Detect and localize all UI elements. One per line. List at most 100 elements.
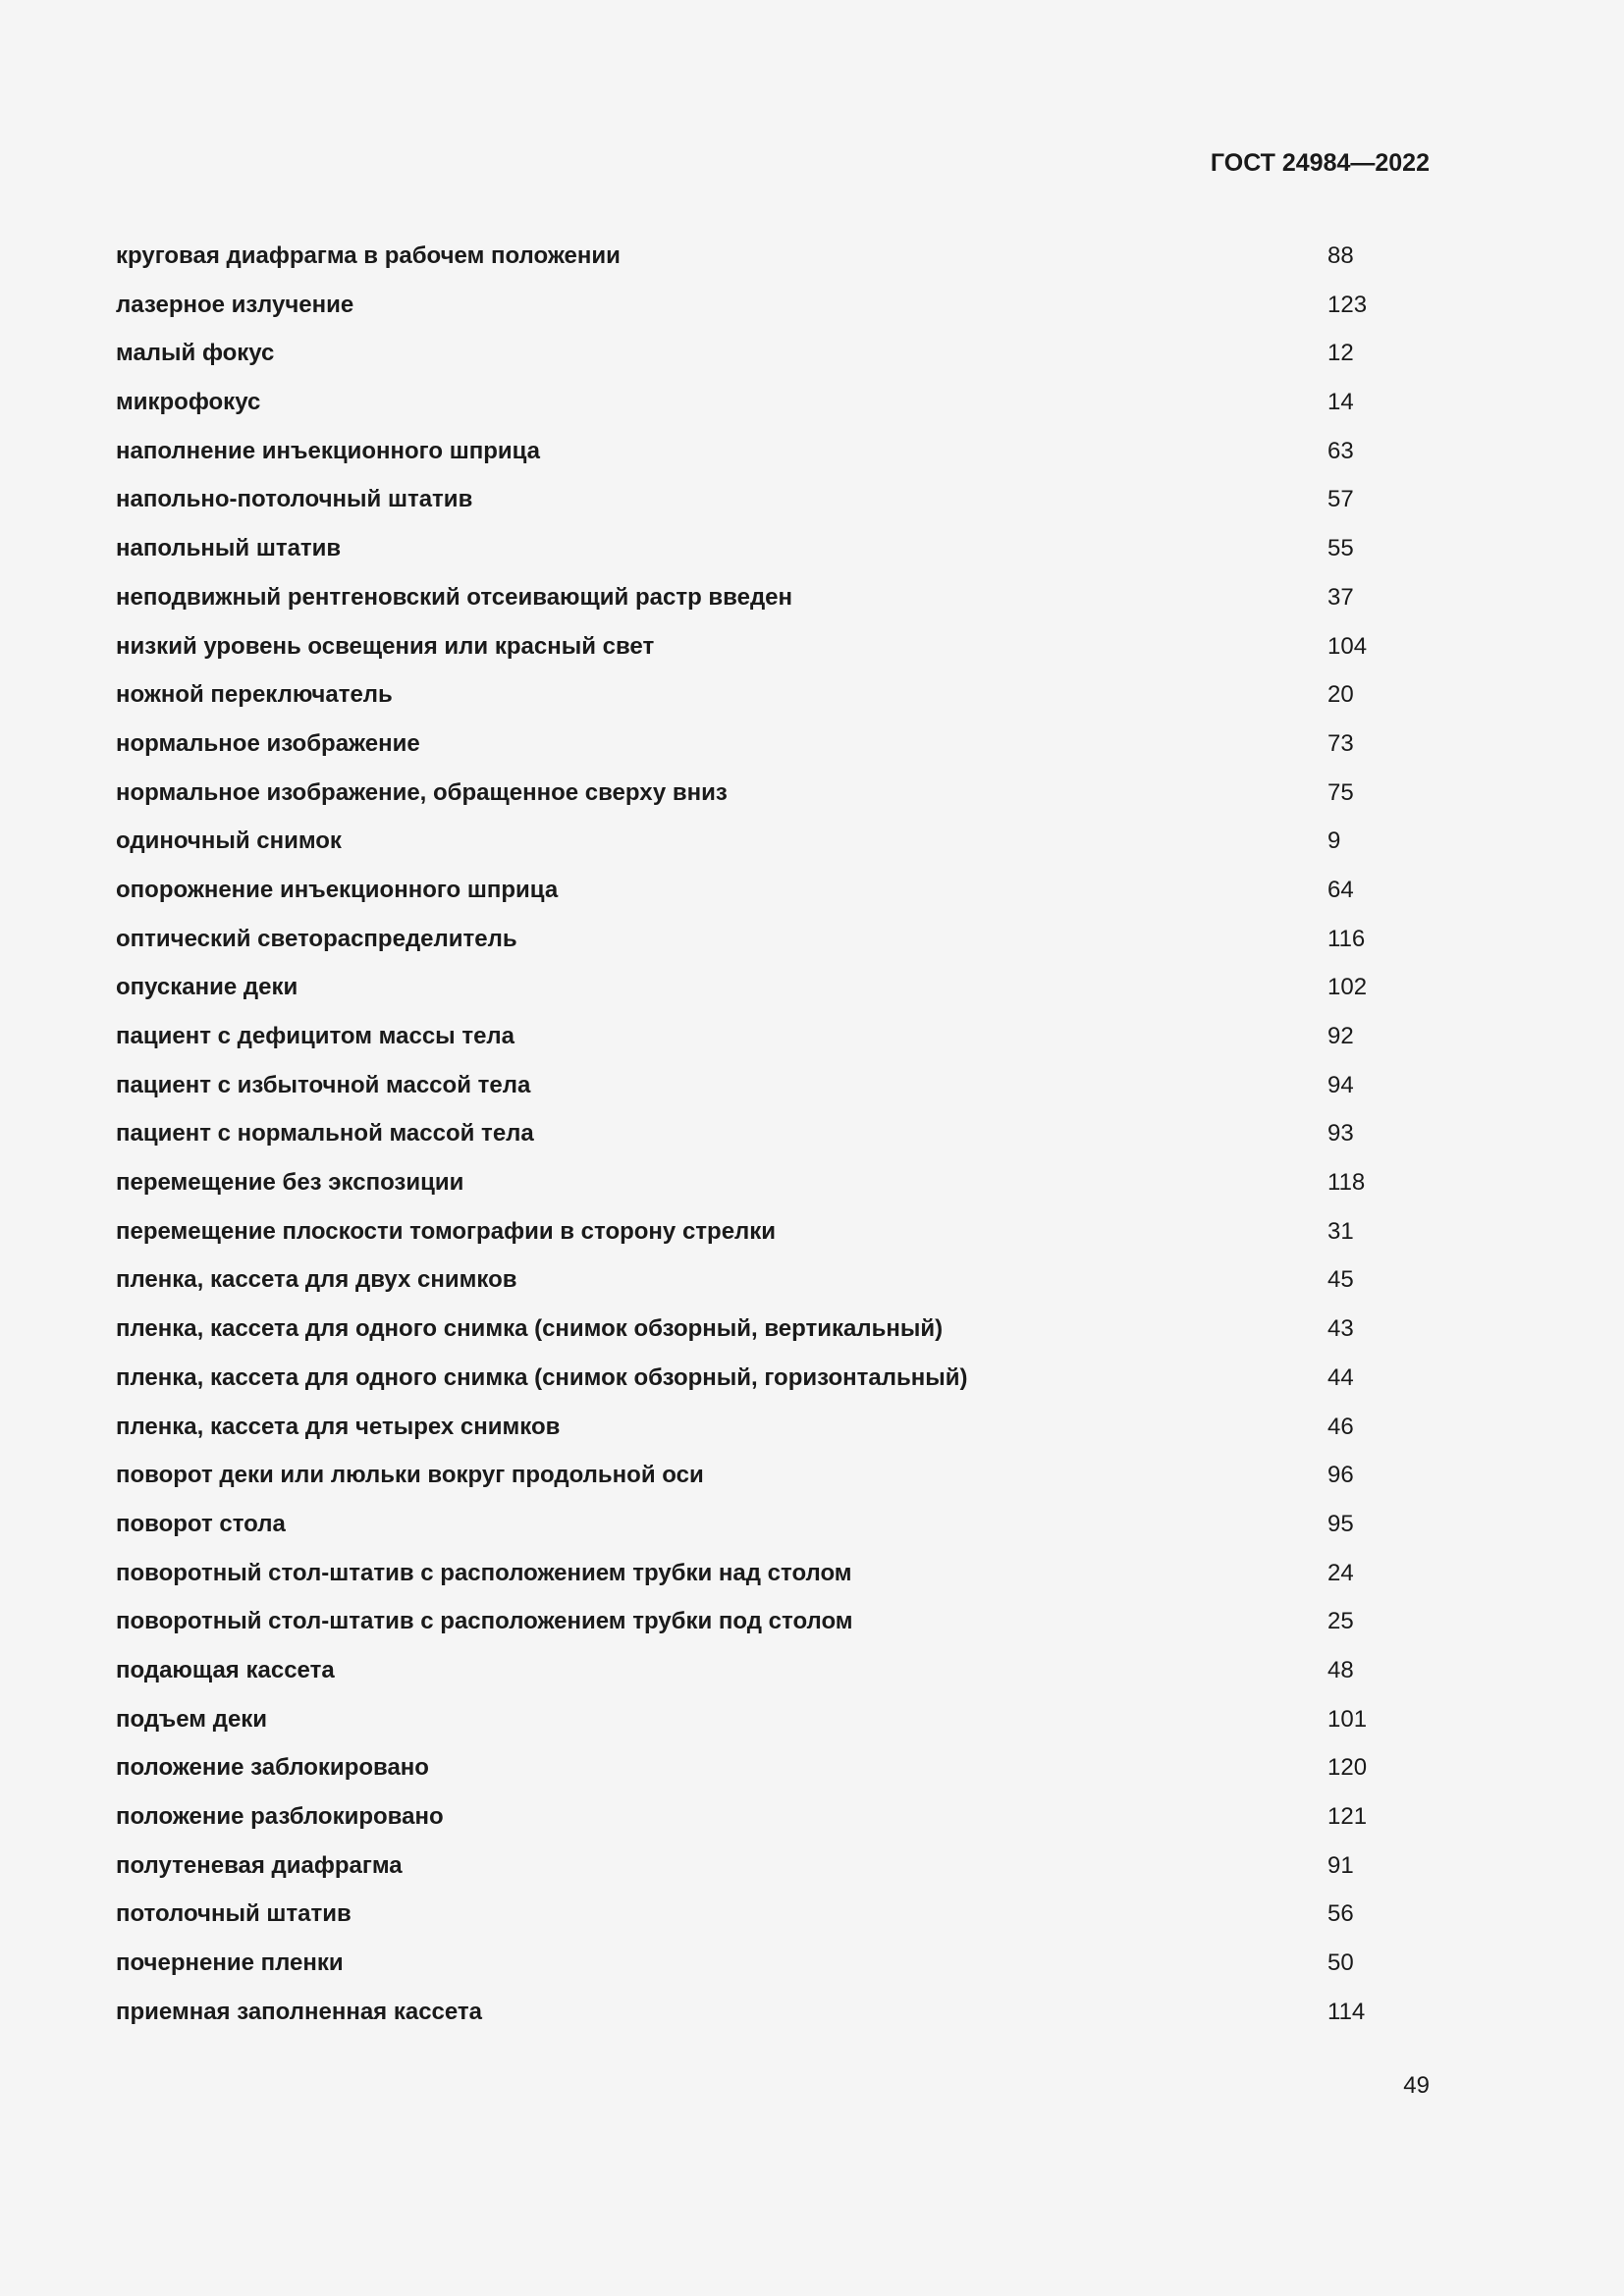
- entry-number: 45: [1327, 1266, 1354, 1294]
- entry-term: малый фокус: [116, 340, 275, 367]
- index-entry: оптический светораспределитель 116: [116, 924, 1392, 973]
- index-entry: положение заблокировано 120: [116, 1752, 1392, 1801]
- entry-term: потолочный штатив: [116, 1900, 352, 1928]
- index-entry: одиночный снимок 9: [116, 826, 1392, 875]
- entry-number: 9: [1327, 828, 1341, 855]
- index-entry: опускание деки 102: [116, 972, 1392, 1021]
- entry-term: почернение пленки: [116, 1949, 344, 1977]
- entry-term: положение разблокировано: [116, 1803, 444, 1830]
- index-entry: малый фокус 12: [116, 338, 1392, 387]
- entry-term: поворотный стол-штатив с расположением т…: [116, 1608, 853, 1635]
- index-entry: неподвижный рентгеновский отсеивающий ра…: [116, 582, 1392, 631]
- index-entry: пленка, кассета для одного снимка (снимо…: [116, 1313, 1392, 1362]
- entry-term: поворот стола: [116, 1510, 286, 1537]
- index-entry: ножной переключатель 20: [116, 679, 1392, 728]
- entry-number: 91: [1327, 1851, 1354, 1879]
- entry-number: 56: [1327, 1900, 1354, 1928]
- entry-term: подъем деки: [116, 1705, 268, 1733]
- index-entry: круговая диафрагма в рабочем положении 88: [116, 240, 1392, 290]
- entry-term: пленка, кассета для одного снимка (снимо…: [116, 1363, 968, 1391]
- index-entry: пациент с дефицитом массы тела 92: [116, 1021, 1392, 1070]
- index-entry: потолочный штатив 56: [116, 1898, 1392, 1948]
- index-entry: лазерное излучение 123: [116, 290, 1392, 339]
- entry-term: пациент с нормальной массой тела: [116, 1120, 534, 1148]
- index-entry: микрофокус 14: [116, 387, 1392, 436]
- index-entry: напольно-потолочный штатив 57: [116, 484, 1392, 533]
- entry-number: 104: [1327, 632, 1368, 660]
- index-entry: поворотный стол-штатив с расположением т…: [116, 1558, 1392, 1607]
- entry-term: одиночный снимок: [116, 828, 342, 855]
- index-entry: перемещение без экспозиции 118: [116, 1167, 1392, 1216]
- entry-number: 57: [1327, 486, 1354, 513]
- entry-number: 116: [1327, 925, 1366, 952]
- entry-term: нормальное изображение, обращенное сверх…: [116, 778, 728, 806]
- index-entry: почернение пленки 50: [116, 1948, 1392, 1997]
- entry-number: 37: [1327, 583, 1354, 611]
- index-entry: пациент с избыточной массой тела 94: [116, 1070, 1392, 1119]
- entry-term: перемещение плоскости томографии в сторо…: [116, 1217, 777, 1245]
- entry-number: 12: [1327, 340, 1354, 367]
- entry-number: 25: [1327, 1608, 1354, 1635]
- entry-term: нормальное изображение: [116, 729, 420, 757]
- entry-number: 95: [1327, 1510, 1354, 1537]
- entry-term: микрофокус: [116, 389, 261, 416]
- entry-term: лазерное излучение: [116, 291, 354, 318]
- entry-number: 114: [1327, 1998, 1366, 2025]
- entry-term: подающая кассета: [116, 1656, 335, 1683]
- entry-number: 88: [1327, 242, 1354, 269]
- entry-number: 43: [1327, 1315, 1354, 1343]
- entry-term: напольный штатив: [116, 535, 342, 562]
- entry-number: 94: [1327, 1071, 1354, 1098]
- entry-number: 46: [1327, 1413, 1354, 1440]
- entry-term: опорожнение инъекционного шприца: [116, 876, 559, 903]
- entry-number: 44: [1327, 1363, 1354, 1391]
- index-entry: пленка, кассета для одного снимка (снимо…: [116, 1362, 1392, 1412]
- entry-term: опускание деки: [116, 974, 298, 1001]
- index-list: круговая диафрагма в рабочем положении 88…: [116, 240, 1392, 2045]
- entry-number: 63: [1327, 437, 1354, 464]
- entry-term: пациент с избыточной массой тела: [116, 1071, 531, 1098]
- entry-number: 92: [1327, 1023, 1354, 1049]
- index-entry: поворот деки или люльки вокруг продольно…: [116, 1460, 1392, 1509]
- entry-number: 24: [1327, 1559, 1354, 1586]
- index-entry: поворотный стол-штатив с расположением т…: [116, 1606, 1392, 1655]
- entry-term: положение заблокировано: [116, 1754, 429, 1782]
- entry-term: полутеневая диафрагма: [116, 1851, 403, 1879]
- index-entry: наполнение инъекционного шприца 63: [116, 436, 1392, 485]
- index-entry: полутеневая диафрагма 91: [116, 1850, 1392, 1899]
- entry-number: 121: [1327, 1803, 1368, 1830]
- index-entry: пленка, кассета для четырех снимков 46: [116, 1412, 1392, 1461]
- entry-term: пленка, кассета для одного снимка (снимо…: [116, 1315, 944, 1343]
- entry-term: поворотный стол-штатив с расположением т…: [116, 1559, 852, 1586]
- entry-number: 14: [1327, 389, 1354, 416]
- entry-number: 20: [1327, 681, 1354, 709]
- index-entry: напольный штатив 55: [116, 533, 1392, 582]
- entry-term: пациент с дефицитом массы тела: [116, 1023, 515, 1049]
- entry-number: 96: [1327, 1462, 1354, 1489]
- index-entry: поворот стола 95: [116, 1509, 1392, 1558]
- entry-term: неподвижный рентгеновский отсеивающий ра…: [116, 583, 793, 611]
- entry-term: ножной переключатель: [116, 681, 393, 709]
- index-entry: пациент с нормальной массой тела 93: [116, 1118, 1392, 1167]
- entry-term: перемещение без экспозиции: [116, 1169, 464, 1197]
- entry-number: 50: [1327, 1949, 1354, 1977]
- entry-number: 123: [1327, 291, 1368, 318]
- entry-number: 48: [1327, 1656, 1354, 1683]
- entry-number: 120: [1327, 1754, 1368, 1782]
- entry-term: круговая диафрагма в рабочем положении: [116, 242, 621, 269]
- index-entry: подъем деки 101: [116, 1704, 1392, 1753]
- entry-term: низкий уровень освещения или красный све…: [116, 632, 655, 660]
- index-entry: перемещение плоскости томографии в сторо…: [116, 1216, 1392, 1265]
- entry-term: пленка, кассета для четырех снимков: [116, 1413, 561, 1440]
- entry-number: 101: [1327, 1705, 1368, 1733]
- index-entry: низкий уровень освещения или красный све…: [116, 631, 1392, 680]
- index-entry: пленка, кассета для двух снимков 45: [116, 1264, 1392, 1313]
- entry-term: приемная заполненная кассета: [116, 1998, 483, 2025]
- entry-number: 75: [1327, 778, 1354, 806]
- entry-number: 93: [1327, 1120, 1354, 1148]
- index-entry: положение разблокировано 121: [116, 1801, 1392, 1850]
- index-entry: нормальное изображение, обращенное сверх…: [116, 777, 1392, 827]
- entry-number: 55: [1327, 535, 1354, 562]
- entry-term: пленка, кассета для двух снимков: [116, 1266, 517, 1294]
- entry-term: оптический светораспределитель: [116, 925, 517, 952]
